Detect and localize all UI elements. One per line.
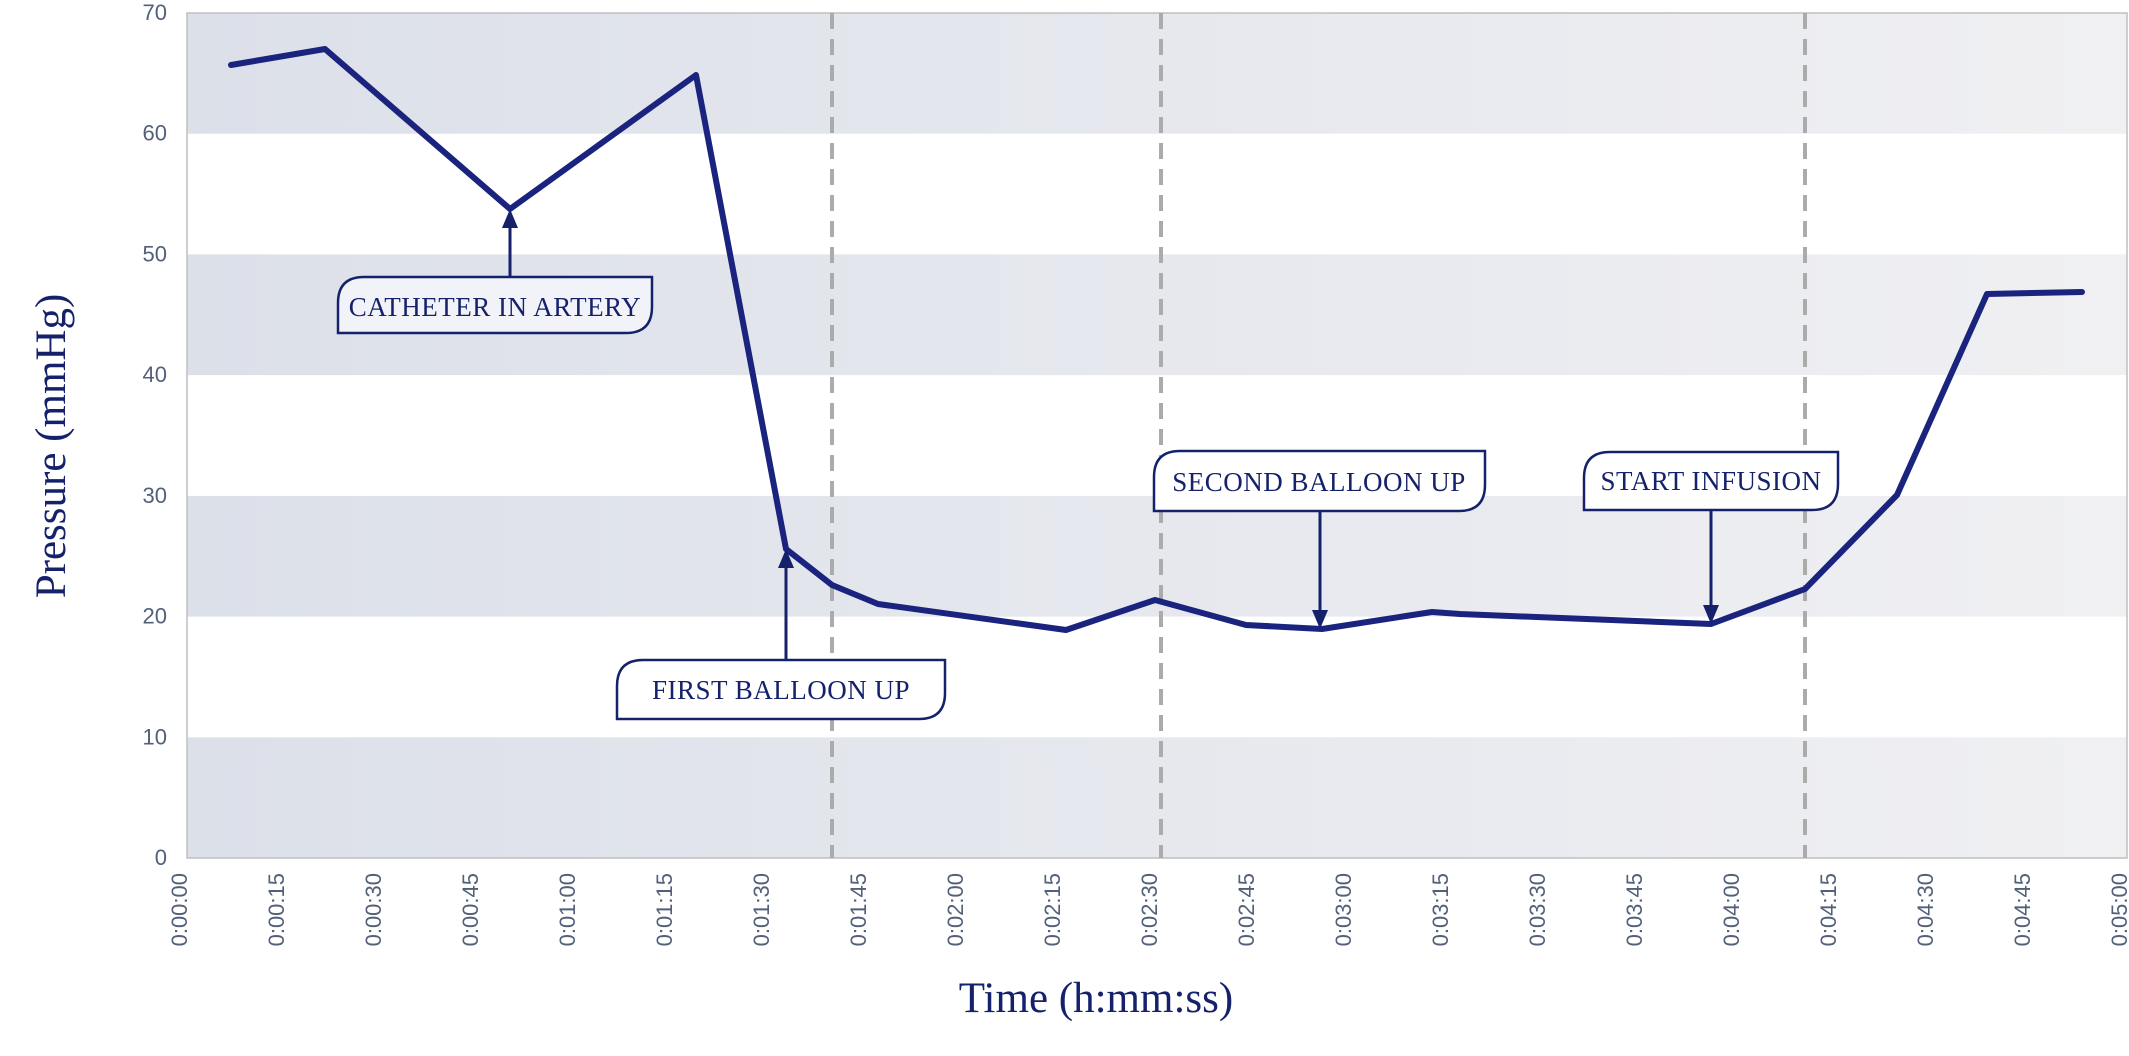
svg-text:FIRST BALLOON UP: FIRST BALLOON UP	[652, 675, 910, 705]
svg-text:20: 20	[143, 604, 167, 629]
svg-text:0:00:15: 0:00:15	[264, 873, 289, 946]
svg-text:60: 60	[143, 121, 167, 146]
svg-text:50: 50	[143, 241, 167, 266]
svg-text:70: 70	[143, 0, 167, 25]
svg-text:Time (h:mm:ss): Time (h:mm:ss)	[959, 975, 1233, 1022]
svg-text:0:03:45: 0:03:45	[1622, 873, 1647, 946]
svg-text:0:04:00: 0:04:00	[1719, 873, 1744, 946]
svg-text:0:02:30: 0:02:30	[1137, 873, 1162, 946]
svg-text:0:02:15: 0:02:15	[1040, 873, 1065, 946]
svg-text:0:05:00: 0:05:00	[2107, 873, 2129, 946]
svg-text:30: 30	[143, 483, 167, 508]
svg-text:0:04:15: 0:04:15	[1816, 873, 1841, 946]
svg-text:0:01:30: 0:01:30	[749, 873, 774, 946]
svg-text:0:01:15: 0:01:15	[652, 873, 677, 946]
svg-text:SECOND BALLOON UP: SECOND BALLOON UP	[1172, 467, 1466, 497]
svg-text:40: 40	[143, 362, 167, 387]
svg-text:0:02:00: 0:02:00	[943, 873, 968, 946]
svg-text:0:00:45: 0:00:45	[458, 873, 483, 946]
svg-text:0:03:15: 0:03:15	[1428, 873, 1453, 946]
svg-text:0:02:45: 0:02:45	[1234, 873, 1259, 946]
svg-text:0:04:45: 0:04:45	[2010, 873, 2035, 946]
svg-text:0: 0	[155, 845, 167, 870]
svg-text:10: 10	[143, 724, 167, 749]
svg-text:Pressure (mmHg): Pressure (mmHg)	[28, 294, 75, 599]
svg-text:0:01:00: 0:01:00	[555, 873, 580, 946]
svg-text:0:01:45: 0:01:45	[846, 873, 871, 946]
svg-text:0:00:30: 0:00:30	[361, 873, 386, 946]
svg-text:0:00:00: 0:00:00	[167, 873, 192, 946]
svg-text:CATHETER IN ARTERY: CATHETER IN ARTERY	[349, 292, 641, 322]
svg-text:0:03:30: 0:03:30	[1525, 873, 1550, 946]
svg-text:0:03:00: 0:03:00	[1331, 873, 1356, 946]
svg-text:START INFUSION: START INFUSION	[1601, 466, 1822, 496]
svg-text:0:04:30: 0:04:30	[1913, 873, 1938, 946]
